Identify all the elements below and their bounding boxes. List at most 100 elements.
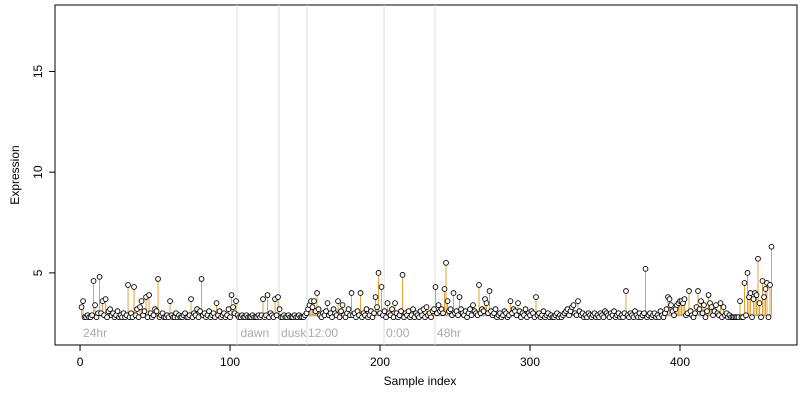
point [275, 294, 281, 300]
point [383, 314, 389, 321]
x-tick-label: 200 [370, 355, 390, 369]
y-tick-label: 5 [31, 269, 45, 276]
x-tick-label: 400 [670, 355, 690, 369]
point [440, 310, 446, 317]
point [375, 270, 382, 276]
point [681, 296, 688, 302]
point [761, 294, 767, 300]
point [357, 290, 364, 296]
point [701, 302, 707, 308]
point [450, 290, 457, 296]
point [276, 306, 283, 312]
point [765, 314, 772, 321]
point [743, 312, 749, 319]
point [102, 296, 109, 302]
point [623, 288, 629, 294]
point [666, 296, 673, 302]
point [80, 298, 86, 304]
plot-frame [54, 4, 798, 346]
point [513, 312, 520, 319]
point [663, 306, 670, 312]
point [515, 300, 521, 306]
annotation: dusk [281, 326, 307, 340]
annotation: 48hr [437, 326, 461, 340]
point [372, 294, 379, 300]
point [153, 308, 160, 315]
point [762, 286, 769, 292]
point [197, 308, 203, 315]
point [96, 274, 103, 280]
point [668, 302, 674, 308]
point [309, 304, 316, 310]
point [90, 278, 97, 284]
point [410, 306, 416, 312]
point [692, 310, 698, 317]
point [195, 314, 202, 321]
point [428, 314, 434, 321]
point [225, 306, 232, 312]
point [758, 314, 764, 321]
point [756, 300, 763, 306]
point [522, 306, 529, 312]
point [696, 306, 703, 312]
point [374, 304, 380, 310]
point [611, 308, 617, 315]
point [470, 302, 476, 308]
point [213, 300, 220, 306]
point [104, 314, 110, 321]
point [92, 302, 98, 308]
point [273, 312, 280, 319]
point [398, 308, 404, 315]
point [443, 259, 449, 266]
point [339, 302, 346, 308]
point [392, 300, 398, 306]
point [399, 272, 406, 278]
point [533, 294, 539, 300]
point [363, 306, 370, 312]
point [600, 314, 607, 321]
annotation: 24hr [83, 326, 107, 340]
point [483, 300, 490, 306]
point [336, 314, 343, 321]
point [698, 298, 704, 304]
point [713, 302, 719, 308]
point [371, 310, 377, 317]
point [381, 308, 388, 315]
point [150, 312, 157, 319]
point [311, 298, 317, 304]
point [141, 308, 148, 315]
point [749, 314, 755, 321]
point [702, 314, 709, 321]
annotation: dawn [241, 326, 270, 340]
point [107, 306, 113, 312]
point [686, 288, 692, 294]
point [227, 314, 233, 321]
point [456, 294, 463, 300]
y-axis-label: Expression [8, 145, 22, 204]
point [759, 278, 766, 284]
point [146, 292, 152, 298]
point [378, 284, 385, 290]
point [455, 312, 461, 319]
point [741, 280, 748, 286]
point [486, 288, 493, 294]
annotation: 0:00 [386, 326, 410, 340]
point [423, 304, 430, 310]
point [476, 282, 482, 288]
point [575, 298, 581, 304]
point [468, 312, 475, 319]
point [155, 276, 161, 282]
point [467, 306, 473, 312]
point [389, 306, 395, 312]
point [198, 276, 205, 282]
point [228, 292, 235, 298]
point [431, 306, 437, 312]
point [444, 298, 451, 304]
x-tick-label: 100 [220, 355, 240, 369]
point [135, 314, 142, 321]
point [78, 304, 85, 310]
point [755, 255, 761, 262]
point [315, 306, 322, 312]
point [324, 300, 331, 306]
